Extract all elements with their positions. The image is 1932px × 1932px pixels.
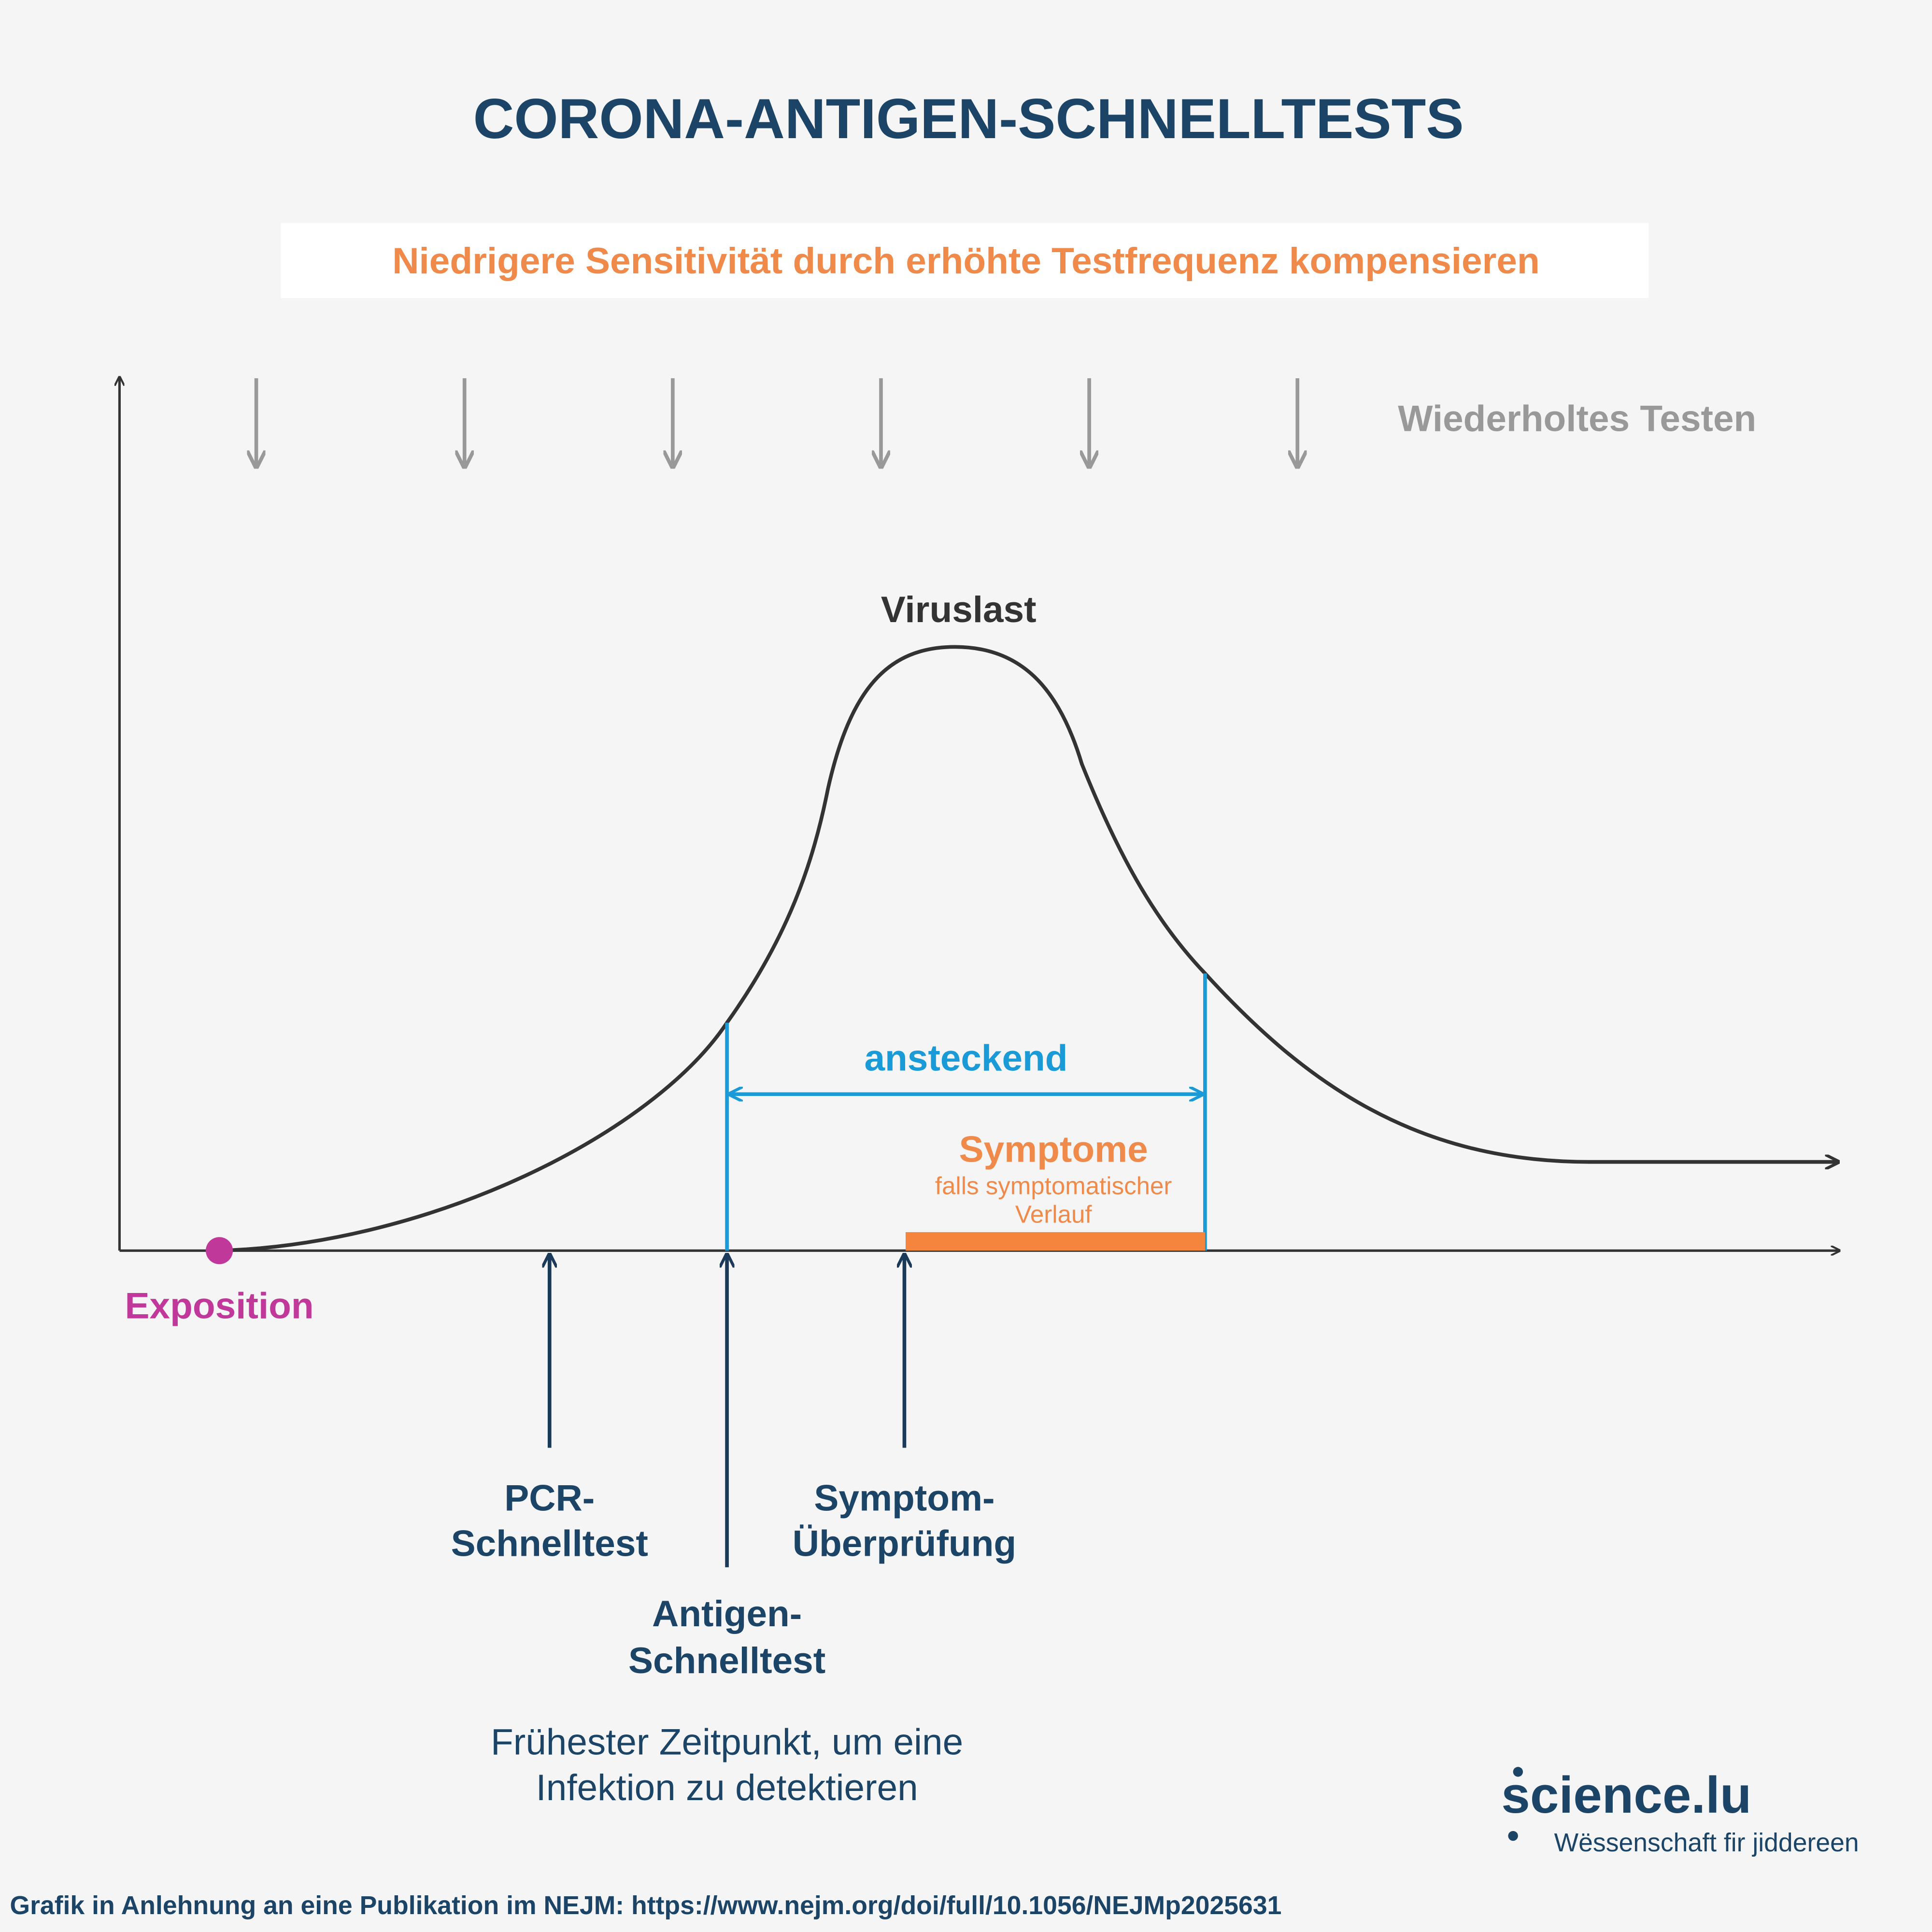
detection-arrows (550, 1254, 905, 1567)
exposure-dot (206, 1237, 233, 1264)
subtitle-box (281, 223, 1649, 298)
symptoms-label: Symptome (959, 1129, 1148, 1170)
curve-label: Viruslast (881, 589, 1037, 630)
title: CORONA-ANTIGEN-SCHNELLTESTS (473, 87, 1464, 150)
symptoms-note: falls symptomatischer (935, 1172, 1172, 1200)
subtitle: Niedrigere Sensitivität durch erhöhte Te… (392, 241, 1539, 282)
test-label: Überprüfung (793, 1523, 1016, 1564)
exposure-label: Exposition (125, 1285, 314, 1326)
source: Grafik in Anlehnung an eine Publikation … (10, 1891, 1281, 1920)
caption: Infektion zu detektieren (536, 1767, 918, 1808)
symptoms-bar (906, 1232, 1205, 1251)
logo-dot (1508, 1831, 1518, 1841)
test-label: PCR- (504, 1477, 595, 1519)
caption: Frühester Zeitpunkt, um eine (491, 1721, 963, 1762)
logo-tagline: Wëssenschaft fir jiddereen (1554, 1829, 1859, 1857)
test-label: Schnelltest (628, 1640, 825, 1681)
symptoms-note: Verlauf (1015, 1200, 1093, 1228)
logo-text: science.lu (1501, 1766, 1751, 1824)
repeated-testing-label: Wiederholtes Testen (1398, 398, 1756, 440)
test-label: Schnelltest (451, 1523, 648, 1564)
test-label: Antigen- (652, 1593, 802, 1634)
testing-arrows (256, 378, 1298, 467)
viral-load-curve (219, 645, 1838, 1253)
logo-dot (1513, 1767, 1523, 1777)
infectious-label: ansteckend (864, 1038, 1067, 1079)
test-label: Symptom- (814, 1477, 994, 1519)
logo: science.lu Wëssenschaft fir jiddereen (1501, 1766, 1859, 1857)
